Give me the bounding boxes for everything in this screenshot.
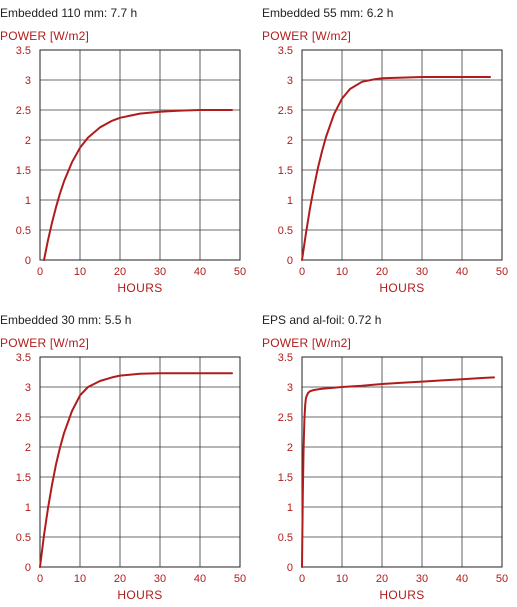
x-tick-label: 40 [456,266,468,278]
x-tick-label: 0 [37,266,43,278]
y-tick-label: 0 [25,255,31,267]
y-tick-label: 1 [25,502,31,514]
y-tick-label: 0 [287,255,293,267]
x-tick-label: 50 [234,266,246,278]
y-tick-label: 1.5 [16,472,31,484]
chart-panel-4: EPS and al-foil: 0.72 h POWER [W/m2] 0 10… [262,307,517,607]
y-tick-label: 1 [25,195,31,207]
x-tick-label: 10 [74,266,86,278]
y-tick-label: 0 [287,562,293,574]
plot-frame [39,49,241,261]
y-tick-label: 1 [287,502,293,514]
plot-frame [301,356,503,568]
plot-frame [39,356,241,568]
chart-title: Embedded 55 mm: 6.2 h [262,6,394,20]
x-tick-label: 40 [456,573,468,585]
y-tick-label: 3.5 [16,352,31,364]
y-axis-label: POWER [W/m2] [262,336,352,350]
x-tick-label: 0 [299,266,305,278]
x-axis-label: HOURS [117,281,162,295]
x-tick-label: 30 [416,573,428,585]
x-tick-label: 0 [37,573,43,585]
x-tick-label: 50 [496,573,508,585]
x-tick-label: 10 [336,573,348,585]
x-tick-label: 20 [114,266,126,278]
x-axis-label: HOURS [379,588,424,602]
x-tick-label: 0 [299,573,305,585]
y-tick-label: 0 [25,562,31,574]
y-tick-label: 3 [25,382,31,394]
y-axis-label: POWER [W/m2] [0,336,90,350]
chart-plot: 0 10 20 30 40 50 0 0.5 1 1.5 2 2.5 3 3.5 HOURS [16,45,246,295]
x-tick-label: 10 [74,573,86,585]
x-tick-label: 50 [234,573,246,585]
chart-title: Embedded 110 mm: 7.7 h [0,6,138,20]
y-tick-label: 2.5 [16,105,31,117]
x-axis-label: HOURS [117,588,162,602]
chart-plot: 0 10 20 30 40 50 0 0.5 1 1.5 2 2.5 3 3.5 HOURS [278,352,508,602]
y-tick-label: 2 [287,442,293,454]
y-tick-label: 3 [287,75,293,87]
y-tick-label: 1.5 [16,165,31,177]
x-tick-label: 40 [194,266,206,278]
y-tick-label: 3 [287,382,293,394]
x-tick-label: 30 [416,266,428,278]
x-tick-label: 10 [336,266,348,278]
y-tick-label: 0.5 [278,225,293,237]
chart-plot: 0 10 20 30 40 50 0 0.5 1 1.5 2 2.5 3 3.5 HOURS [16,352,246,602]
y-tick-label: 1.5 [278,472,293,484]
chart-panel-2: Embedded 55 mm: 6.2 h POWER [W/m2] 0 10 20… [262,0,517,300]
y-tick-label: 2.5 [278,105,293,117]
x-tick-label: 30 [154,573,166,585]
chart-panel-1: Embedded 110 mm: 7.7 h POWER [W/m2] 0 10 2… [0,0,258,300]
y-axis-label: POWER [W/m2] [0,29,90,43]
plot-frame [301,49,503,261]
x-tick-label: 30 [154,266,166,278]
y-tick-label: 3 [25,75,31,87]
series-line [301,376,495,568]
y-tick-label: 2.5 [16,412,31,424]
chart-title: EPS and al-foil: 0.72 h [262,313,382,327]
y-tick-label: 1 [287,195,293,207]
y-tick-label: 2.5 [278,412,293,424]
x-tick-label: 20 [114,573,126,585]
series-line [43,109,233,261]
chart-plot: 0 10 20 30 40 50 0 0.5 1 1.5 2 2.5 3 3.5 HOURS [278,45,508,295]
x-tick-label: 40 [194,573,206,585]
y-tick-label: 3.5 [16,45,31,57]
y-tick-label: 0.5 [16,532,31,544]
chart-title: Embedded 30 mm: 5.5 h [0,313,132,327]
y-tick-label: 0.5 [16,225,31,237]
y-tick-label: 3.5 [278,352,293,364]
series-line [301,76,491,261]
y-tick-label: 3.5 [278,45,293,57]
chart-panel-3: Embedded 30 mm: 5.5 h POWER [W/m2] 0 10 20… [0,307,258,607]
x-tick-label: 20 [376,573,388,585]
y-tick-label: 2 [287,135,293,147]
series-line [39,372,233,568]
x-tick-label: 50 [496,266,508,278]
x-tick-label: 20 [376,266,388,278]
x-axis-label: HOURS [379,281,424,295]
y-tick-label: 1.5 [278,165,293,177]
y-tick-label: 0.5 [278,532,293,544]
y-axis-label: POWER [W/m2] [262,29,352,43]
y-tick-label: 2 [25,442,31,454]
y-tick-label: 2 [25,135,31,147]
